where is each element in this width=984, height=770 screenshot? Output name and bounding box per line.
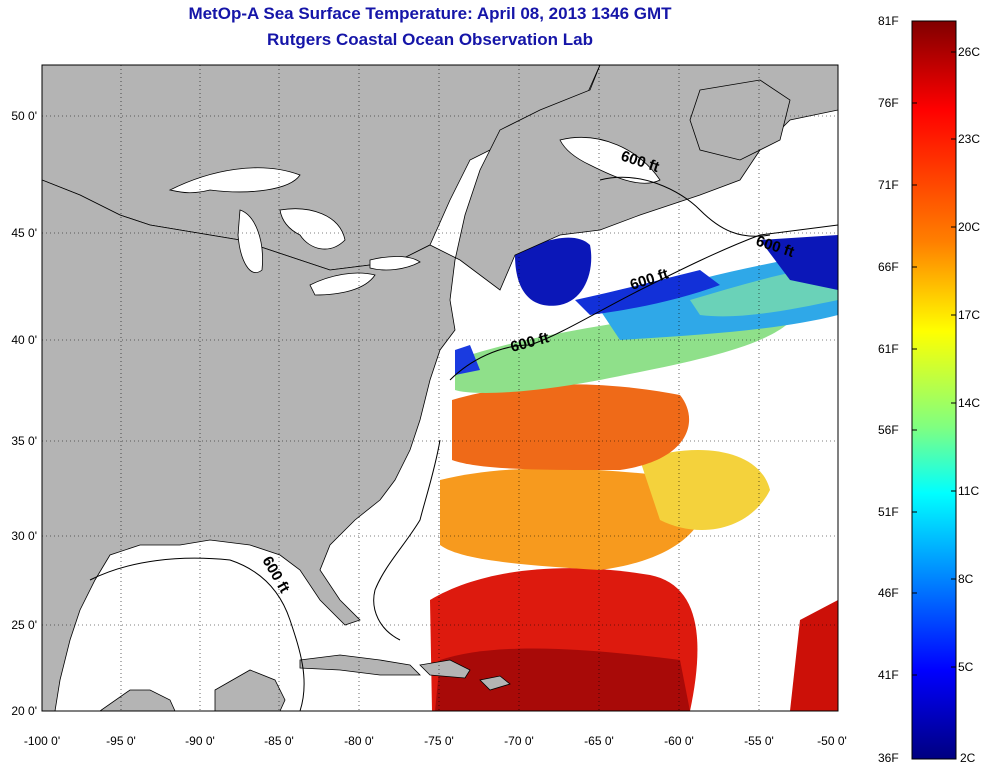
colorbar-f-label: 66F — [878, 260, 899, 274]
lon-tick-label: -85 0' — [264, 734, 294, 748]
bathymetry-contours — [89, 176, 838, 711]
colorbar-c-label: 23C — [958, 132, 981, 146]
latitude-ticks: 50 0' 45 0' 40 0' 35 0' 30 0' 25 0' 20 0… — [11, 109, 37, 718]
colorbar-f-label: 76F — [878, 96, 899, 110]
lon-tick-label: -60 0' — [664, 734, 694, 748]
lat-tick-label: 35 0' — [11, 434, 37, 448]
lat-tick-label: 20 0' — [11, 704, 37, 718]
colorbar — [911, 20, 957, 760]
colorbar-c-label: 2C — [960, 751, 976, 765]
lat-tick-label: 40 0' — [11, 333, 37, 347]
colorbar-f-label: 71F — [878, 178, 899, 192]
colorbar-c-label: 14C — [958, 396, 981, 410]
lat-tick-label: 30 0' — [11, 529, 37, 543]
lon-tick-label: -95 0' — [106, 734, 136, 748]
colorbar-ticks — [912, 51, 956, 676]
map-subtitle: Rutgers Coastal Ocean Observation Lab — [267, 30, 593, 49]
map-frame — [41, 64, 839, 712]
colorbar-f-label: 36F — [878, 751, 899, 765]
lon-tick-label: -90 0' — [185, 734, 215, 748]
colorbar-f-label: 51F — [878, 505, 899, 519]
lon-tick-label: -50 0' — [817, 734, 847, 748]
colorbar-c-label: 26C — [958, 45, 981, 59]
colorbar-f-label: 46F — [878, 586, 899, 600]
map-title: MetOp-A Sea Surface Temperature: April 0… — [188, 4, 672, 23]
colorbar-c-label: 5C — [958, 660, 974, 674]
colorbar-f-label: 81F — [878, 14, 899, 28]
lat-tick-label: 25 0' — [11, 618, 37, 632]
lon-tick-label: -75 0' — [424, 734, 454, 748]
colorbar-f-label: 61F — [878, 342, 899, 356]
lon-tick-label: -70 0' — [504, 734, 534, 748]
longitude-ticks: -100 0' -95 0' -90 0' -85 0' -80 0' -75 … — [24, 734, 847, 748]
lon-tick-label: -100 0' — [24, 734, 60, 748]
colorbar-c-label: 20C — [958, 220, 981, 234]
colorbar-c-label: 17C — [958, 308, 981, 322]
grid-lines — [42, 65, 838, 711]
colorbar-c-label: 11C — [958, 484, 980, 498]
colorbar-f-label: 41F — [878, 668, 899, 682]
colorbar-f-label: 56F — [878, 423, 899, 437]
land — [42, 65, 838, 711]
great-lakes — [168, 137, 661, 296]
lon-tick-label: -55 0' — [744, 734, 774, 748]
sst-field — [430, 235, 838, 711]
lon-tick-label: -65 0' — [584, 734, 614, 748]
colorbar-c-label: 8C — [958, 572, 974, 586]
lon-tick-label: -80 0' — [344, 734, 374, 748]
lat-tick-label: 45 0' — [11, 226, 37, 240]
lat-tick-label: 50 0' — [11, 109, 37, 123]
